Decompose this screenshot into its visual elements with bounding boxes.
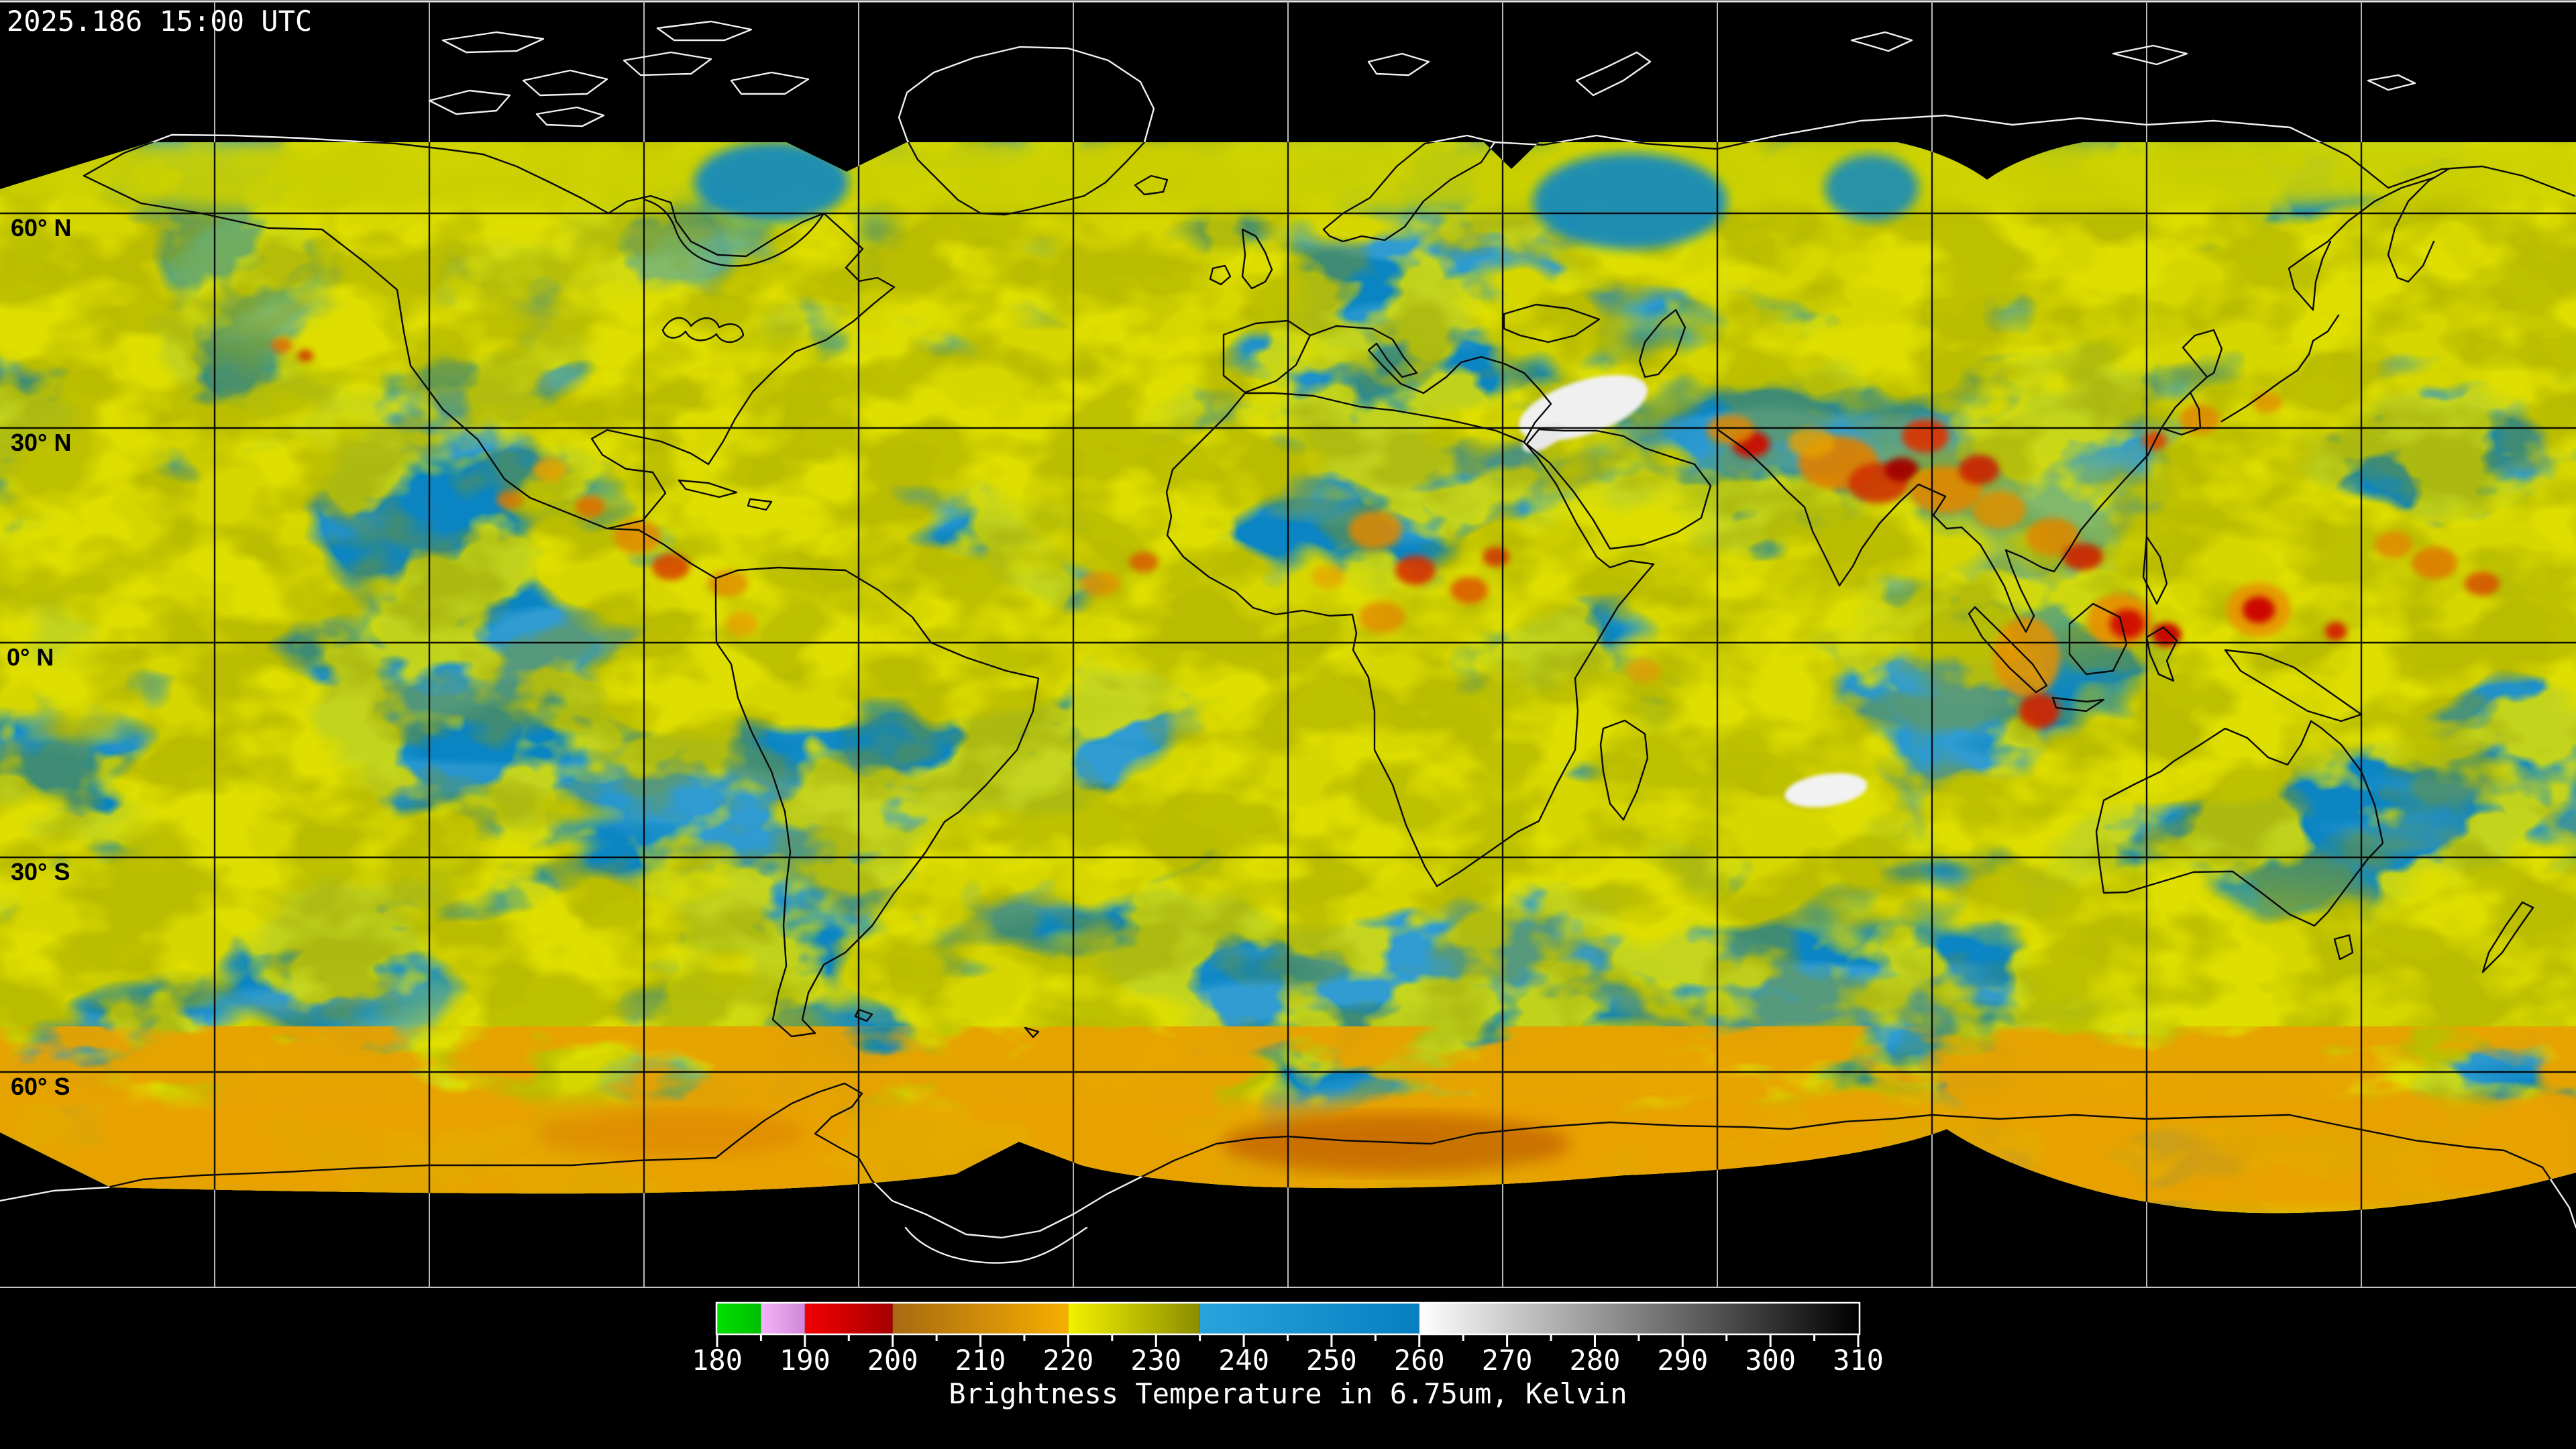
orange-streak-2	[537, 1110, 805, 1157]
colorbar-tick-label: 180	[692, 1344, 743, 1377]
colorbar: 180 190 200 210 220 230 240 250 260 270 280 290 300 3…	[692, 1301, 1884, 1410]
colorbar-tick-label: 190	[780, 1344, 830, 1377]
data-region	[0, 142, 2576, 1214]
colorbar-ticks	[716, 1334, 1860, 1347]
colorbar-tick-label: 300	[1745, 1344, 1796, 1377]
colorbar-tick-label: 230	[1130, 1344, 1181, 1377]
colorbar-tick-label: 290	[1657, 1344, 1708, 1377]
latitude-label-0n: 0° N	[7, 643, 54, 671]
graticule-dark	[0, 142, 2576, 1214]
colorbar-tick-label: 210	[955, 1344, 1006, 1377]
colorbar-tick-label: 240	[1218, 1344, 1269, 1377]
siberia-dry-gap	[1825, 154, 1919, 221]
latitude-label-60n: 60° N	[11, 214, 71, 241]
colorbar-tick-label: 250	[1306, 1344, 1357, 1377]
latitude-label-30n: 30° N	[11, 429, 71, 456]
norwegian-sea-dry-gap	[694, 142, 849, 223]
colorbar-tick-label: 270	[1482, 1344, 1533, 1377]
latitude-label-60s: 60° S	[11, 1073, 70, 1100]
colorbar-tick-label: 200	[867, 1344, 918, 1377]
baltic-dry-gap	[1533, 153, 1727, 250]
colorbar-tick-labels: 180 190 200 210 220 230 240 250 260 270 280 290 300 3…	[692, 1344, 1884, 1377]
latitude-label-30s: 30° S	[11, 858, 70, 885]
colorbar-segments	[717, 1303, 1858, 1334]
colorbar-tick-label: 220	[1042, 1344, 1093, 1377]
colorbar-tick-label: 310	[1833, 1344, 1884, 1377]
colorbar-tick-label: 280	[1570, 1344, 1621, 1377]
timestamp: 2025.186 15:00 UTC	[7, 5, 312, 38]
warm-surface-patches	[1519, 374, 1868, 808]
dark-orange-streak	[1221, 1114, 1570, 1174]
colorbar-tick-label: 260	[1394, 1344, 1445, 1377]
colorbar-title: Brightness Temperature in 6.75um, Kelvin	[949, 1377, 1627, 1410]
